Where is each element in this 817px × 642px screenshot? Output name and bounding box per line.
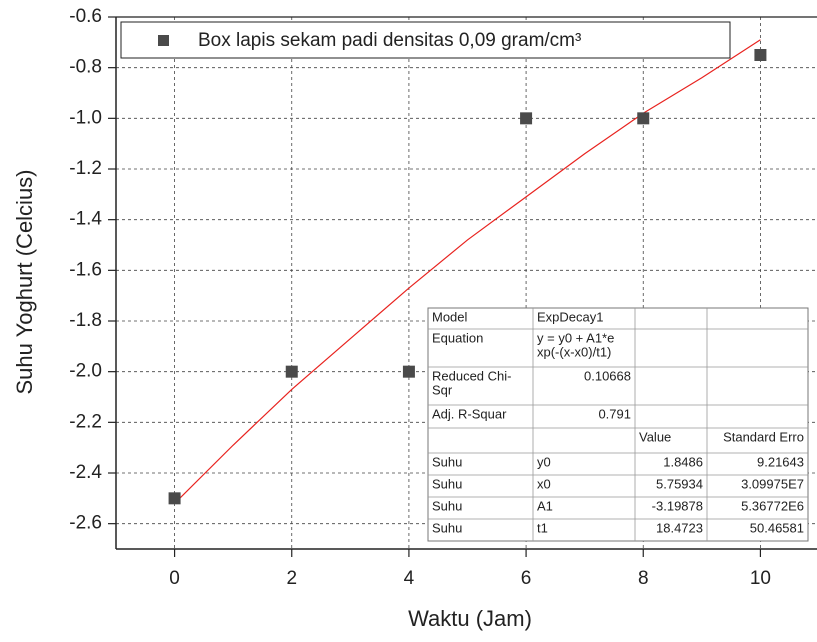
table-cell: 5.75934: [656, 476, 703, 491]
y-tick-label: -2.4: [69, 462, 102, 483]
table-cell: Equation: [432, 330, 483, 345]
table-cell: ExpDecay1: [537, 309, 603, 324]
y-tick-label: -1.6: [69, 259, 102, 280]
y-tick-label: -1.2: [69, 158, 102, 179]
x-tick-label: 8: [638, 568, 649, 589]
table-cell: 1.8486: [663, 454, 703, 469]
y-tick-label: -1.8: [69, 310, 102, 331]
table-cell: -3.19878: [652, 498, 703, 513]
table-cell: y = y0 + A1*e: [537, 330, 614, 345]
table-cell: t1: [537, 520, 548, 535]
point: [520, 112, 533, 125]
table-cell: 9.21643: [757, 454, 804, 469]
point: [637, 112, 650, 125]
table-cell: 18.4723: [656, 520, 703, 535]
x-tick-label: 4: [404, 568, 415, 589]
y-tick-label: -2.6: [69, 513, 102, 534]
table-cell: Standard Erro: [723, 429, 804, 444]
x-tick-label: 0: [169, 568, 180, 589]
table-cell: x0: [537, 476, 551, 491]
table-cell: Suhu: [432, 476, 462, 491]
y-tick-label: -1.4: [69, 209, 102, 230]
x-tick-label: 6: [521, 568, 532, 589]
table-cell: Model: [432, 309, 468, 324]
table-cell: Suhu: [432, 520, 462, 535]
x-tick-label: 10: [750, 568, 771, 589]
fit-line: [174, 39, 761, 504]
table-cell: 0.10668: [584, 368, 631, 383]
table-cell: A1: [537, 498, 553, 513]
table-cell: xp(-(x-x0)/t1): [537, 344, 611, 359]
y-tick-label: -0.6: [69, 6, 102, 27]
table-cell: 50.46581: [750, 520, 804, 535]
table-cell: 0.791: [598, 406, 631, 421]
table-cell: Value: [639, 429, 671, 444]
table-cell: Suhu: [432, 454, 462, 469]
x-axis-title: Waktu (Jam): [408, 606, 532, 631]
y-tick-label: -2.2: [69, 411, 102, 432]
y-tick-label: -1.0: [69, 107, 102, 128]
table-cell: Reduced Chi-: [432, 368, 512, 383]
table-cell: Adj. R-Squar: [432, 406, 507, 421]
point: [285, 365, 298, 378]
point: [168, 492, 181, 505]
legend-marker: [158, 35, 169, 46]
table-cell: Suhu: [432, 498, 462, 513]
point: [402, 365, 415, 378]
table-cell: Sqr: [432, 382, 453, 397]
y-tick-label: -0.8: [69, 57, 102, 78]
legend-box: [120, 21, 731, 59]
x-tick-label: 2: [286, 568, 297, 589]
table-cell: y0: [537, 454, 551, 469]
table-cell: 3.09975E7: [741, 476, 804, 491]
table-cell: 5.36772E6: [741, 498, 804, 513]
y-axis-title: Suhu Yoghurt (Celcius): [12, 169, 37, 394]
legend-label: Box lapis sekam padi densitas 0,09 gram/…: [198, 30, 581, 51]
point: [754, 49, 767, 61]
table-bg: [427, 307, 809, 542]
y-tick-label: -2.0: [69, 361, 102, 382]
